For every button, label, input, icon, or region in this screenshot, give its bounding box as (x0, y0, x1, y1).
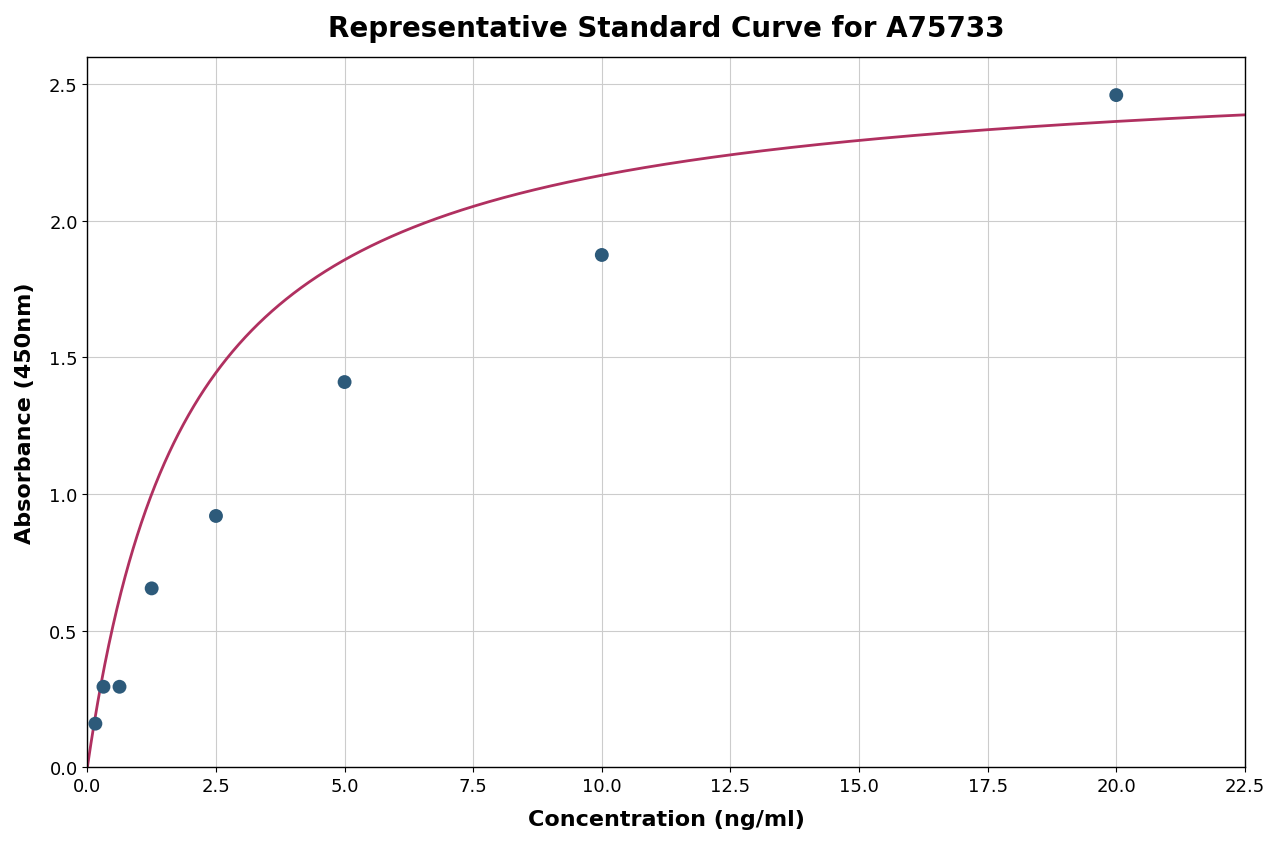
Y-axis label: Absorbance (450nm): Absorbance (450nm) (15, 282, 35, 544)
Point (334, 376, 355, 389)
Point (109, 680, 129, 694)
Point (206, 510, 227, 523)
X-axis label: Concentration (ng/ml): Concentration (ng/ml) (527, 809, 805, 829)
Point (591, 249, 612, 262)
Title: Representative Standard Curve for A75733: Representative Standard Curve for A75733 (328, 15, 1005, 43)
Point (1106, 89, 1126, 103)
Point (93, 680, 114, 694)
Point (141, 582, 161, 595)
Point (86, 717, 106, 731)
